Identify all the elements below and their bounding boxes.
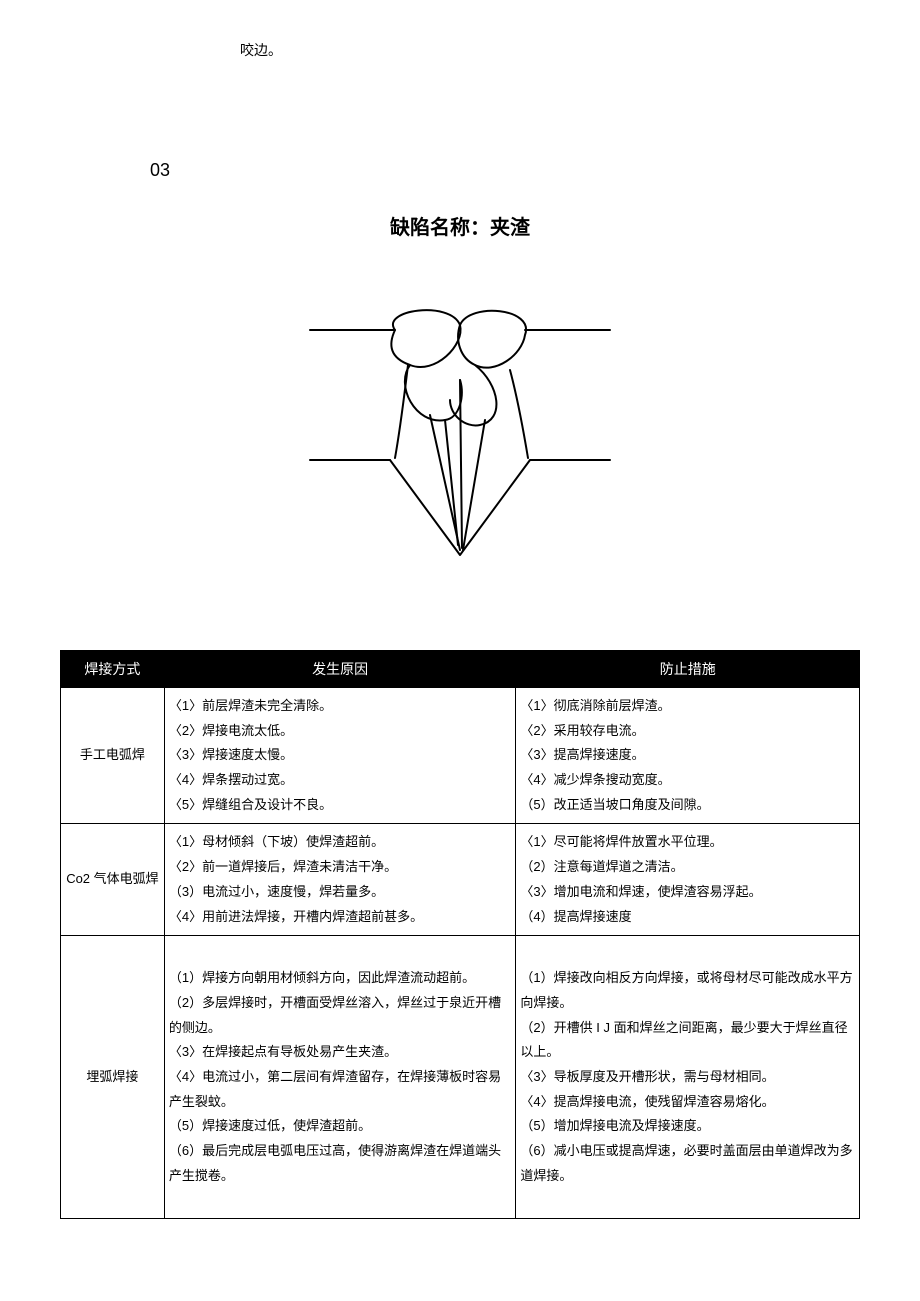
- table-row: Co2 气体电弧焊〈1〉母材倾斜（下坡）使焊渣超前。〈2〉前一道焊接后，焊渣未清…: [61, 824, 860, 936]
- col-cause: 发生原因: [164, 651, 516, 688]
- section-number: 03: [150, 160, 860, 181]
- cause-cell: 〈1〉前层焊渣未完全清除。〈2〉焊接电流太低。〈3〉焊接速度太慢。〈4〉焊条摆动…: [164, 688, 516, 824]
- col-prevention: 防止措施: [516, 651, 860, 688]
- method-cell: Co2 气体电弧焊: [61, 824, 165, 936]
- method-cell: 埋弧焊接: [61, 936, 165, 1219]
- prevention-cell: 〈1〉尽可能将焊件放置水平位理。（2）注意每道焊道之清洁。〈3〉增加电流和焊速，…: [516, 824, 860, 936]
- method-cell: 手工电弧焊: [61, 688, 165, 824]
- table-header-row: 焊接方式 发生原因 防止措施: [61, 651, 860, 688]
- prevention-cell: 〈1〉彻底消除前层焊渣。〈2〉采用较存电流。〈3〉提高焊接速度。〈4〉减少焊条搜…: [516, 688, 860, 824]
- defect-illustration: [300, 290, 620, 570]
- defect-title: 缺陷名称：夹渣: [60, 211, 860, 240]
- defect-table: 焊接方式 发生原因 防止措施 手工电弧焊〈1〉前层焊渣未完全清除。〈2〉焊接电流…: [60, 650, 860, 1219]
- prevention-cell: （1）焊接改向相反方向焊接，或将母材尽可能改成水平方向焊接。（2）开槽供 I J…: [516, 936, 860, 1219]
- table-row: 埋弧焊接（1）焊接方向朝用材倾斜方向，因此焊渣流动超前。（2）多层焊接时，开槽面…: [61, 936, 860, 1219]
- top-note: 咬边。: [240, 40, 860, 60]
- cause-cell: 〈1〉母材倾斜（下坡）使焊渣超前。〈2〉前一道焊接后，焊渣未清洁干净。（3）电流…: [164, 824, 516, 936]
- cause-cell: （1）焊接方向朝用材倾斜方向，因此焊渣流动超前。（2）多层焊接时，开槽面受焊丝溶…: [164, 936, 516, 1219]
- col-method: 焊接方式: [61, 651, 165, 688]
- table-row: 手工电弧焊〈1〉前层焊渣未完全清除。〈2〉焊接电流太低。〈3〉焊接速度太慢。〈4…: [61, 688, 860, 824]
